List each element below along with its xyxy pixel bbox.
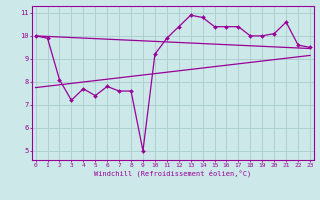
X-axis label: Windchill (Refroidissement éolien,°C): Windchill (Refroidissement éolien,°C) (94, 170, 252, 177)
